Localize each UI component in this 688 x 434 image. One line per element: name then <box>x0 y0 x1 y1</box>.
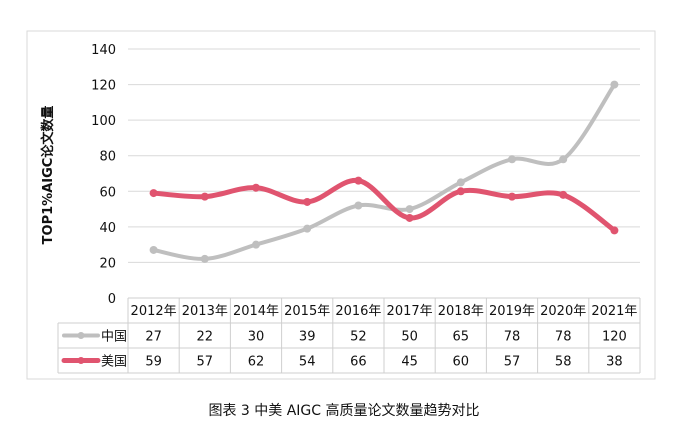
legend-marker <box>77 357 85 364</box>
y-tick-label: 60 <box>99 185 116 200</box>
x-tick-label: 2017年 <box>387 304 433 319</box>
y-tick-label: 0 <box>108 292 116 307</box>
y-tick-label: 100 <box>91 114 116 129</box>
x-tick-label: 2012年 <box>131 304 177 319</box>
legend-marker <box>77 332 85 339</box>
data-label: 22 <box>197 330 214 345</box>
data-point <box>303 197 312 206</box>
y-tick-label: 80 <box>99 150 116 165</box>
series-line-1 <box>151 178 617 233</box>
data-label: 120 <box>602 330 627 345</box>
x-tick-label: 2015年 <box>284 304 330 319</box>
data-point <box>456 178 465 187</box>
data-label: 78 <box>504 330 521 345</box>
data-point <box>200 254 209 263</box>
x-tick-label: 2013年 <box>182 304 228 319</box>
y-tick-label: 140 <box>91 43 116 58</box>
data-label: 65 <box>453 330 470 345</box>
data-point <box>610 226 619 235</box>
data-label: 45 <box>401 355 418 370</box>
data-point <box>508 155 516 164</box>
data-label: 50 <box>401 330 418 345</box>
data-label: 30 <box>248 330 265 345</box>
y-tick-label: 120 <box>91 79 116 94</box>
data-point <box>610 80 619 89</box>
x-tick-label: 2020年 <box>540 304 586 319</box>
data-point <box>354 176 363 185</box>
data-point <box>252 240 260 249</box>
data-point <box>149 245 158 254</box>
data-label: 60 <box>453 355 470 370</box>
data-point <box>559 190 568 199</box>
x-tick-label: 2014年 <box>233 304 279 319</box>
x-tick-label: 2021年 <box>591 304 637 319</box>
data-point <box>200 192 209 201</box>
data-point <box>405 213 414 222</box>
data-point <box>559 155 568 164</box>
data-label: 66 <box>350 355 367 370</box>
data-label: 58 <box>555 355 572 370</box>
data-label: 78 <box>555 330 572 345</box>
x-tick-label: 2019年 <box>489 304 535 319</box>
data-label: 27 <box>145 330 162 345</box>
data-point <box>508 192 516 201</box>
legend-label: 美国 <box>101 355 127 370</box>
chart-frame <box>26 30 656 380</box>
y-tick-label: 20 <box>99 256 116 271</box>
data-point <box>354 201 363 210</box>
y-axis-label: TOP1%AIGC论文数量 <box>40 106 56 245</box>
y-tick-label: 40 <box>99 221 116 236</box>
figure-caption: 图表 3 中美 AIGC 高质量论文数量趋势对比 <box>208 403 480 419</box>
data-point <box>456 187 465 196</box>
data-label: 54 <box>299 355 316 370</box>
data-point <box>252 183 260 192</box>
data-label: 59 <box>145 355 162 370</box>
data-label: 62 <box>248 355 265 370</box>
legend-label: 中国 <box>101 330 127 345</box>
data-point <box>405 205 414 214</box>
data-label: 39 <box>299 330 316 345</box>
data-label: 57 <box>197 355 214 370</box>
x-tick-label: 2016年 <box>335 304 381 319</box>
x-tick-label: 2018年 <box>438 304 484 319</box>
data-point <box>149 189 158 198</box>
data-label: 38 <box>606 355 623 370</box>
data-label: 52 <box>350 330 367 345</box>
data-label: 57 <box>504 355 521 370</box>
data-point <box>303 224 312 233</box>
